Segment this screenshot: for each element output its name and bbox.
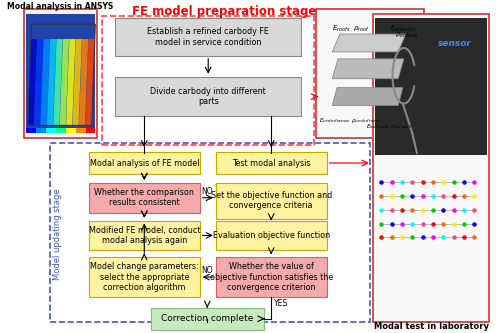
Polygon shape xyxy=(28,39,37,125)
Text: Modal analysis of FE model: Modal analysis of FE model xyxy=(90,159,199,167)
Polygon shape xyxy=(66,39,76,125)
Text: Whether the comparison
results consistent: Whether the comparison results consisten… xyxy=(94,188,194,207)
Text: Test modal analysis: Test modal analysis xyxy=(232,159,310,167)
FancyBboxPatch shape xyxy=(36,128,46,133)
FancyBboxPatch shape xyxy=(216,183,326,218)
Polygon shape xyxy=(85,39,94,125)
Text: FE model preparation stage: FE model preparation stage xyxy=(132,5,316,18)
FancyBboxPatch shape xyxy=(115,77,302,117)
FancyBboxPatch shape xyxy=(373,14,490,322)
Polygon shape xyxy=(54,39,62,125)
Text: NO: NO xyxy=(202,266,213,275)
Text: sensor: sensor xyxy=(438,40,472,49)
Text: $E_{roofs}$  $\rho_{roof}$: $E_{roofs}$ $\rho_{roof}$ xyxy=(332,24,370,34)
FancyBboxPatch shape xyxy=(26,14,96,133)
Text: Modal test in laboratory: Modal test in laboratory xyxy=(374,322,488,331)
Polygon shape xyxy=(332,34,406,52)
Text: Evaluation objective function: Evaluation objective function xyxy=(212,231,330,240)
Text: Divide carbody into different
parts: Divide carbody into different parts xyxy=(150,87,266,106)
Text: $E_{endwalls}$: $E_{endwalls}$ xyxy=(390,24,416,34)
Text: YES: YES xyxy=(274,299,288,308)
FancyBboxPatch shape xyxy=(316,9,424,138)
Polygon shape xyxy=(79,39,88,125)
Text: Correction complete: Correction complete xyxy=(161,314,254,323)
Polygon shape xyxy=(34,39,43,125)
Text: Model updating stage: Model updating stage xyxy=(54,188,62,280)
Text: $\rho_{endwall}$: $\rho_{endwall}$ xyxy=(394,31,418,40)
FancyBboxPatch shape xyxy=(216,152,326,174)
Polygon shape xyxy=(47,39,56,125)
FancyBboxPatch shape xyxy=(89,152,200,174)
FancyBboxPatch shape xyxy=(86,128,96,133)
FancyBboxPatch shape xyxy=(115,18,302,56)
Text: Whether the value of
objective function satisfies the
convergence criterion: Whether the value of objective function … xyxy=(210,262,333,292)
Text: Modal analysis in ANSYS: Modal analysis in ANSYS xyxy=(8,2,114,11)
Text: NO: NO xyxy=(202,187,213,196)
Polygon shape xyxy=(60,39,69,125)
FancyBboxPatch shape xyxy=(66,128,76,133)
FancyBboxPatch shape xyxy=(89,220,200,250)
Text: $E_{sidewalls}$ $\rho_{sidewall}$: $E_{sidewalls}$ $\rho_{sidewall}$ xyxy=(366,122,413,131)
FancyBboxPatch shape xyxy=(216,220,326,250)
FancyBboxPatch shape xyxy=(216,257,326,297)
FancyBboxPatch shape xyxy=(26,128,36,133)
FancyBboxPatch shape xyxy=(24,9,98,138)
Polygon shape xyxy=(332,88,403,106)
FancyBboxPatch shape xyxy=(46,128,56,133)
Polygon shape xyxy=(332,59,404,79)
Polygon shape xyxy=(40,39,50,125)
Text: Set the objective function and
convergence criteria: Set the objective function and convergen… xyxy=(210,191,332,210)
FancyBboxPatch shape xyxy=(56,128,66,133)
Text: Model change parameters:
select the appropriate
correction algorithm: Model change parameters: select the appr… xyxy=(90,262,198,292)
FancyBboxPatch shape xyxy=(89,183,200,213)
FancyBboxPatch shape xyxy=(151,308,264,330)
Polygon shape xyxy=(72,39,82,125)
Text: $E_{underframes}$ $\rho_{underframe}$: $E_{underframes}$ $\rho_{underframe}$ xyxy=(319,116,381,125)
FancyBboxPatch shape xyxy=(374,18,488,155)
FancyBboxPatch shape xyxy=(76,128,86,133)
FancyBboxPatch shape xyxy=(89,257,200,297)
Text: Modified FE model, conduct
modal analysis again: Modified FE model, conduct modal analysi… xyxy=(88,226,200,245)
Text: Establish a refined carbody FE
model in service condition: Establish a refined carbody FE model in … xyxy=(148,27,269,47)
